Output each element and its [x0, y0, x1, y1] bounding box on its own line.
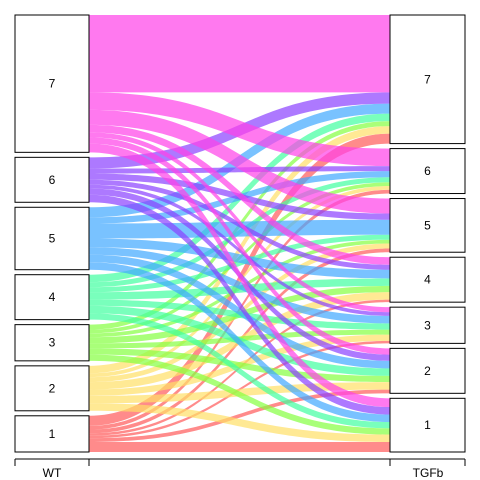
flows-layer	[89, 15, 390, 452]
wt-box-label-4: 4	[49, 290, 56, 304]
wt-box-7	[14, 14, 90, 153]
wt-box-2	[14, 365, 90, 412]
wt-box-4	[14, 274, 90, 321]
flow-7-to-5	[89, 109, 390, 214]
flow-5-to-1	[89, 262, 390, 423]
flow-7-to-7	[89, 15, 390, 93]
flow-7-to-2	[89, 137, 390, 355]
tgfb-box-6	[389, 148, 466, 195]
flow-5-to-2	[89, 254, 390, 369]
axis-label-wt: WT	[43, 466, 62, 480]
flow-4-to-5	[89, 234, 390, 293]
flow-2-to-1	[89, 403, 390, 443]
wt-box-label-1: 1	[49, 427, 56, 441]
flow-3-to-1	[89, 354, 390, 435]
wt-box-3	[14, 324, 90, 362]
flow-5-to-3	[89, 247, 390, 324]
tgfb-box-4	[389, 256, 466, 303]
flow-6-to-3	[89, 184, 390, 316]
flow-4-to-1	[89, 313, 390, 429]
flow-7-to-4	[89, 124, 390, 265]
tgfb-box-3	[389, 306, 466, 344]
flow-1-to-2	[89, 389, 390, 443]
category-boxes-layer: 1 2 3 4 5 6 7 1 2 3 4 5 6 7	[14, 14, 466, 453]
wt-box-1	[14, 415, 90, 453]
tgfb-box-label-6: 6	[424, 164, 431, 178]
tgfb-box-label-3: 3	[424, 318, 431, 332]
tgfb-box-7	[389, 14, 466, 145]
flow-4-to-4	[89, 278, 390, 300]
tgfb-box-label-7: 7	[424, 72, 431, 86]
tgfb-box-1	[389, 397, 466, 453]
flow-6-to-1	[89, 194, 390, 415]
wt-box-6	[14, 156, 90, 203]
wt-box-label-6: 6	[49, 173, 56, 187]
tgfb-box-label-5: 5	[424, 218, 431, 232]
tgfb-box-label-4: 4	[424, 273, 431, 287]
wt-box-label-3: 3	[49, 336, 56, 350]
wt-box-5	[14, 206, 90, 271]
tgfb-box-label-1: 1	[424, 418, 431, 432]
flow-5-to-4	[89, 238, 390, 279]
axes-layer: WT TGFb	[14, 458, 466, 480]
wt-box-label-5: 5	[49, 231, 56, 245]
wt-box-label-2: 2	[49, 381, 56, 395]
wt-box-label-7: 7	[49, 77, 56, 91]
tgfb-box-label-2: 2	[424, 364, 431, 378]
flow-7-to-3	[89, 132, 390, 313]
flow-7-to-1	[89, 143, 390, 408]
flow-1-to-1	[89, 442, 390, 452]
tgfb-box-2	[389, 347, 466, 394]
axis-label-tgfb: TGFb	[413, 466, 444, 480]
flow-7-to-6	[89, 92, 390, 167]
tgfb-box-5	[389, 198, 466, 253]
